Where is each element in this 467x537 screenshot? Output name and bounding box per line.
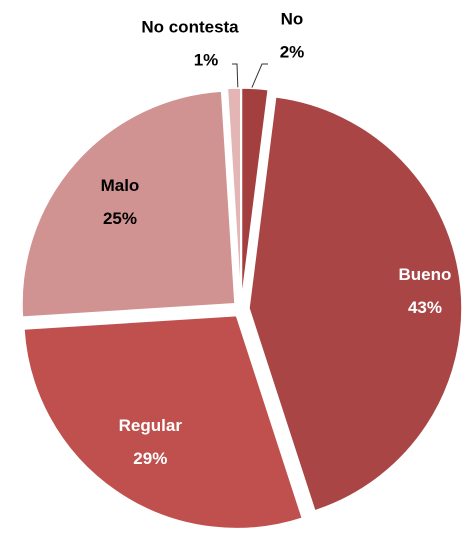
pie-slice xyxy=(248,96,463,512)
slice-label: No contesta xyxy=(141,17,239,36)
pie-slice xyxy=(226,87,242,302)
pie-slice xyxy=(23,314,304,530)
slice-value-label: 25% xyxy=(103,209,137,228)
slice-label: Regular xyxy=(119,416,183,435)
slice-value-label: 1% xyxy=(194,50,219,69)
slice-label: Bueno xyxy=(399,265,452,284)
slice-label: No xyxy=(281,9,304,28)
slice-label: Malo xyxy=(101,176,140,195)
slice-value-label: 2% xyxy=(280,42,305,61)
slice-value-label: 29% xyxy=(133,449,167,468)
pie-slice xyxy=(240,87,270,302)
leader-line xyxy=(232,63,239,93)
leader-line xyxy=(249,63,268,93)
pie-slice xyxy=(21,90,236,318)
slice-value-label: 43% xyxy=(408,298,442,317)
